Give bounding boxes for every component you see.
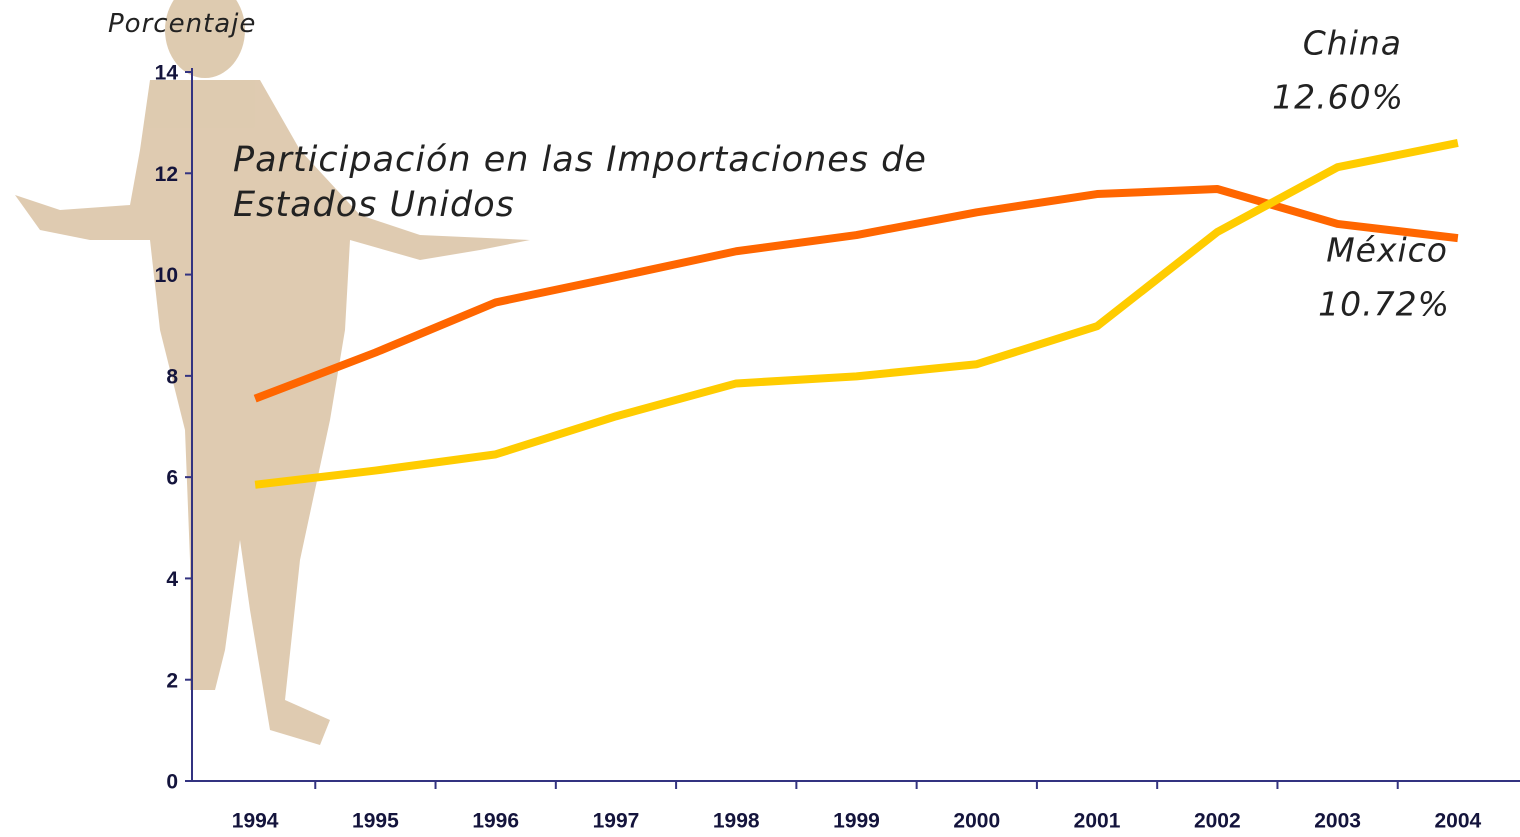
- x-tick-label: 1994: [232, 810, 279, 833]
- x-tick-label: 1999: [833, 810, 880, 833]
- x-tick-label: 1996: [472, 810, 519, 833]
- x-tick-label: 1997: [593, 810, 640, 833]
- x-tick-label: 2002: [1194, 810, 1241, 833]
- y-tick-label: 2: [166, 669, 178, 692]
- y-tick-label: 12: [155, 163, 178, 186]
- x-tick-label: 2001: [1074, 810, 1121, 833]
- y-tick-label: 10: [155, 264, 178, 287]
- legend-label: China: [1303, 24, 1402, 63]
- silhouette: [15, 0, 530, 745]
- x-tick-label: 2003: [1314, 810, 1361, 833]
- value-annotation: 12.60%: [1272, 78, 1404, 117]
- chart-title: Participación en las Importaciones de Es…: [233, 138, 973, 228]
- y-tick-label: 6: [166, 467, 178, 490]
- y-axis-label: Porcentaje: [108, 9, 256, 39]
- legend-label: México: [1326, 231, 1448, 270]
- x-tick-label: 2004: [1435, 810, 1482, 833]
- page: Porcentaje 0 2 4 6 8 10 12 14 1994 1995 1996 1997 19…: [0, 0, 1520, 837]
- x-tick-label: 2000: [953, 810, 1000, 833]
- chart: Porcentaje 0 2 4 6 8 10 12 14 1994 1995 1996 1997 19…: [0, 0, 1520, 837]
- y-tick-label: 8: [166, 365, 178, 388]
- value-annotation: 10.72%: [1318, 285, 1450, 324]
- y-tick-label: 4: [166, 568, 178, 591]
- y-tick-label: 14: [155, 62, 179, 85]
- x-tick-label: 1995: [352, 810, 399, 833]
- x-tick-label: 1998: [713, 810, 760, 833]
- y-tick-label: 0: [166, 771, 178, 794]
